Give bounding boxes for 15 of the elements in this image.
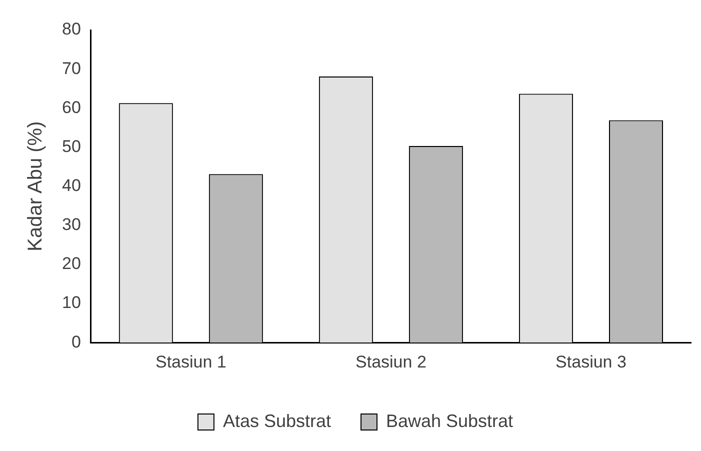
legend-label: Bawah Substrat — [386, 410, 514, 431]
y-tick-label: 50 — [62, 136, 81, 156]
y-tick-label: 80 — [62, 20, 81, 39]
y-tick-label: 0 — [71, 332, 81, 352]
legend-label: Atas Substrat — [222, 410, 331, 431]
x-tick-label: Stasiun 1 — [155, 352, 226, 372]
y-tick-label: 70 — [62, 58, 81, 78]
x-tick-label: Stasiun 3 — [556, 352, 626, 372]
x-tick-label: Stasiun 2 — [356, 352, 426, 372]
y-tick-label: 30 — [62, 215, 81, 234]
y-tick-label: 60 — [62, 98, 81, 117]
y-axis-title: Kadar Abu (%) — [24, 121, 47, 252]
y-tick-label: 10 — [62, 293, 81, 312]
y-tick-label: 20 — [62, 254, 81, 274]
y-tick-label: 40 — [62, 176, 81, 195]
